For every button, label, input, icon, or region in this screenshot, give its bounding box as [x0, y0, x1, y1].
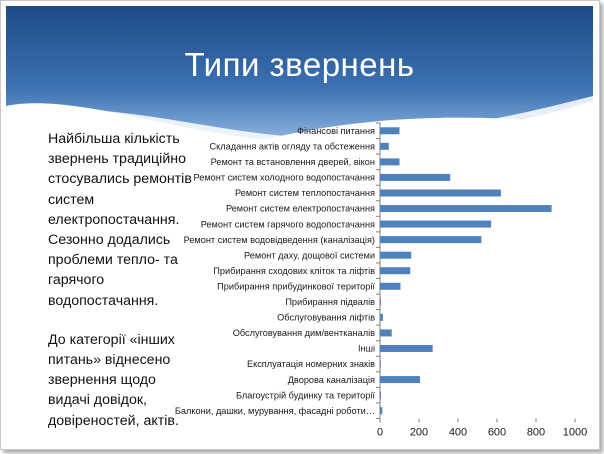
bar	[380, 236, 482, 244]
category-label: Ремонт систем гарячого водопостачання	[201, 219, 375, 229]
slide-body: Найбільша кількість звернень традиційно …	[48, 129, 198, 444]
category-label: Балкони, дашки, мурування, фасадні робот…	[175, 406, 375, 416]
category-label: Прибирання сходових кліток та ліфтів	[213, 266, 375, 276]
slide: Типи звернень Найбільша кількість зверне…	[6, 6, 593, 444]
bar	[380, 142, 389, 150]
category-label: Прибирання прибудинкової території	[217, 281, 375, 291]
bar	[380, 329, 392, 337]
category-label: Дворова каналізація	[288, 375, 375, 385]
bar	[380, 158, 400, 166]
bar	[380, 376, 420, 384]
x-tick-label: 1000	[563, 426, 587, 438]
category-label: Ремонт систем водовідведення (каналізаці…	[184, 235, 375, 245]
bar	[380, 220, 492, 228]
x-tick-label: 400	[449, 426, 467, 438]
x-tick-label: 200	[410, 426, 428, 438]
category-label: Обслуговування дим/вентканалів	[233, 328, 375, 338]
category-label: Складання актів огляду та обстеження	[209, 142, 375, 152]
bar	[380, 313, 383, 321]
slide-title: Типи звернень	[184, 46, 415, 83]
bar	[380, 173, 451, 181]
category-label: Прибирання підвалів	[285, 297, 375, 307]
bar	[380, 360, 381, 368]
category-label: Експлуатація номерних знаків	[247, 359, 375, 369]
body-paragraph-1: Найбільша кількість звернень традиційно …	[48, 131, 192, 309]
bar	[380, 391, 381, 399]
bar	[380, 189, 501, 197]
bar	[380, 407, 383, 415]
bar	[380, 251, 412, 259]
category-label: Інші	[358, 344, 375, 354]
bar	[380, 267, 411, 275]
category-label: Ремонт систем теплопостачання	[235, 188, 375, 198]
bar	[380, 298, 381, 306]
x-tick-label: 0	[377, 426, 383, 438]
x-tick-label: 800	[527, 426, 545, 438]
x-tick-label: 600	[488, 426, 506, 438]
category-label: Ремонт систем електропостачання	[226, 204, 375, 214]
category-label: Благоустрій будинку та території	[236, 390, 375, 400]
header-background	[6, 6, 593, 156]
bar	[380, 344, 433, 352]
bar	[380, 205, 552, 213]
category-label: Ремонт систем холодного водопостачання	[194, 173, 376, 183]
bar	[380, 127, 400, 135]
category-label: Обслуговування ліфтів	[277, 313, 375, 323]
body-paragraph-2: До категорії «інших питань» віднесено зв…	[48, 331, 179, 429]
category-label: Ремонт та встановлення дверей, вікон	[211, 157, 375, 167]
bar	[380, 282, 401, 290]
category-label: Фінансові питання	[297, 126, 375, 136]
category-label: Ремонт даху, дощової системи	[244, 250, 375, 260]
